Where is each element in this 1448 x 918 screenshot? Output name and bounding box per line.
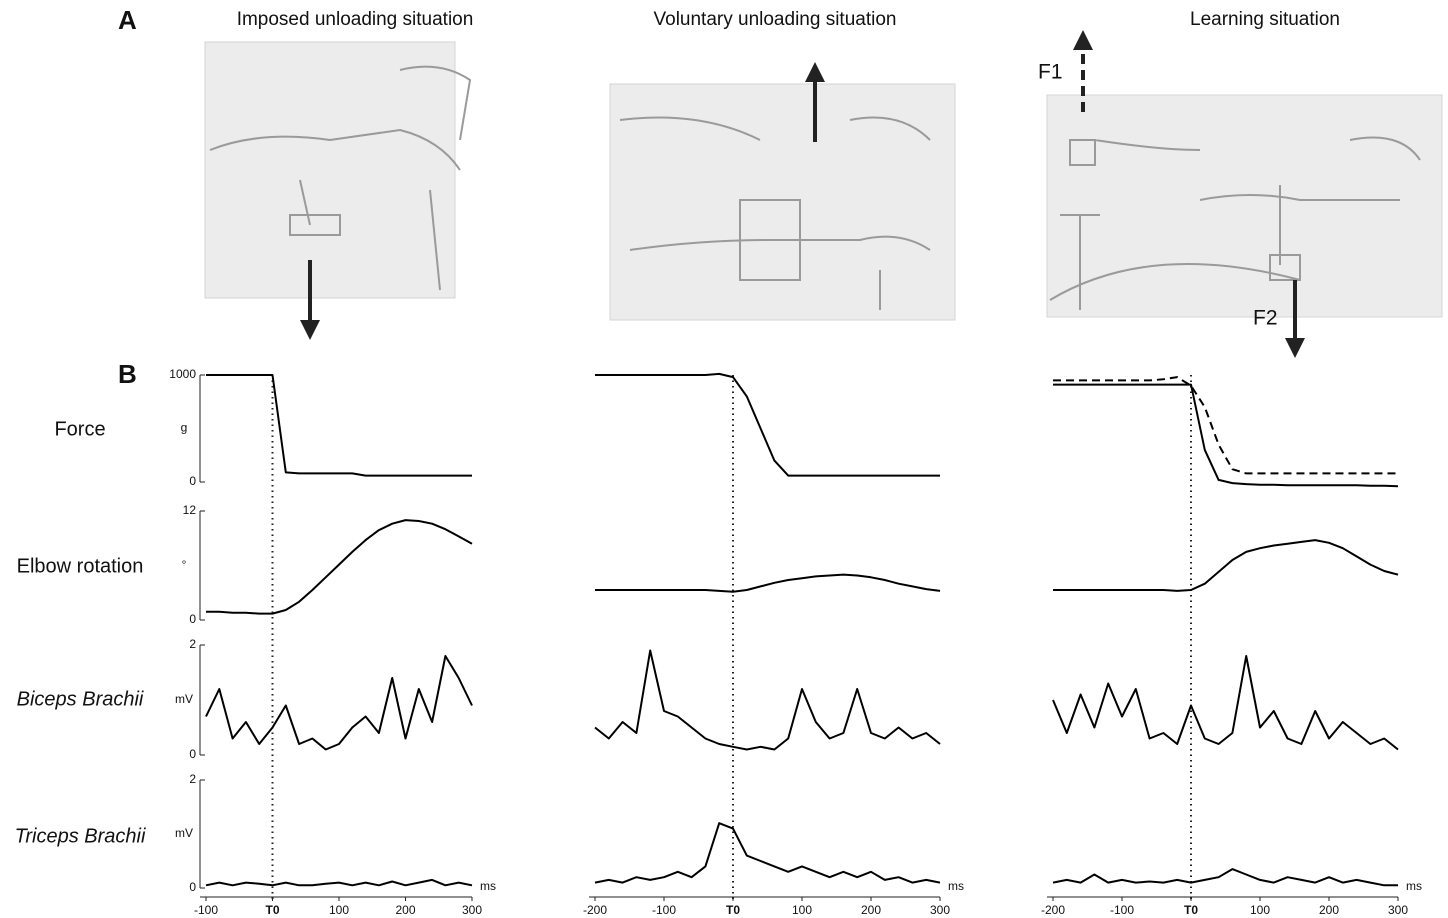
x-tick-label: 200 — [861, 903, 881, 917]
trace — [205, 655, 473, 751]
trace — [1053, 376, 1398, 475]
arrow-label: F2 — [1253, 307, 1278, 330]
x-tick-label: 200 — [1319, 903, 1339, 917]
photo — [1046, 94, 1443, 318]
trace — [1052, 868, 1398, 887]
y-tick-label: 1000 — [169, 367, 196, 381]
trace — [594, 649, 941, 751]
x-tick-label: 300 — [462, 903, 482, 917]
x-tick-label: 100 — [1250, 903, 1270, 917]
x-unit: ms — [948, 879, 964, 893]
photo — [204, 41, 472, 299]
y-unit: ° — [182, 558, 187, 572]
x-tick-label: T0 — [726, 903, 740, 917]
x-tick-label: -100 — [194, 903, 218, 917]
photo-title: Imposed unloading situation — [237, 9, 474, 30]
x-tick-label: -100 — [1110, 903, 1134, 917]
trace — [1053, 383, 1399, 488]
x-unit: ms — [480, 879, 496, 893]
x-tick-label: -200 — [583, 903, 607, 917]
trace — [206, 519, 473, 615]
photo-title: Learning situation — [1190, 9, 1340, 30]
arrow-label: F1 — [1038, 61, 1063, 84]
y-unit: g — [181, 421, 188, 435]
y-tick-label: 0 — [189, 747, 196, 761]
y-tick-label: 2 — [189, 772, 196, 786]
x-tick-label: -200 — [1041, 903, 1065, 917]
panel-label: B — [118, 359, 137, 389]
y-tick-label: 0 — [189, 474, 196, 488]
trace — [1052, 655, 1399, 751]
trace — [206, 374, 472, 477]
y-tick-label: 12 — [183, 503, 197, 517]
photo — [609, 83, 956, 321]
x-tick-label: T0 — [1184, 903, 1198, 917]
row-label: Elbow rotation — [17, 555, 144, 577]
y-tick-label: 0 — [189, 880, 196, 894]
panel-label: A — [118, 5, 137, 35]
y-tick-label: 0 — [189, 612, 196, 626]
y-tick-label: 2 — [189, 637, 196, 651]
trace — [595, 573, 941, 593]
x-unit: ms — [1406, 879, 1422, 893]
x-tick-label: T0 — [265, 903, 279, 917]
photo-title: Voluntary unloading situation — [654, 9, 897, 30]
x-tick-label: 300 — [1388, 903, 1408, 917]
x-tick-label: 100 — [792, 903, 812, 917]
trace — [1053, 539, 1399, 592]
trace — [205, 878, 473, 887]
row-label: Force — [54, 418, 105, 440]
x-tick-label: -100 — [652, 903, 676, 917]
x-tick-label: 300 — [930, 903, 950, 917]
row-label: Triceps Brachii — [15, 825, 146, 847]
x-tick-label: 200 — [395, 903, 415, 917]
row-label: Biceps Brachii — [17, 688, 144, 710]
y-unit: mV — [175, 826, 193, 840]
x-tick-label: 100 — [329, 903, 349, 917]
trace — [595, 372, 940, 477]
trace — [594, 822, 941, 884]
y-unit: mV — [175, 692, 193, 706]
